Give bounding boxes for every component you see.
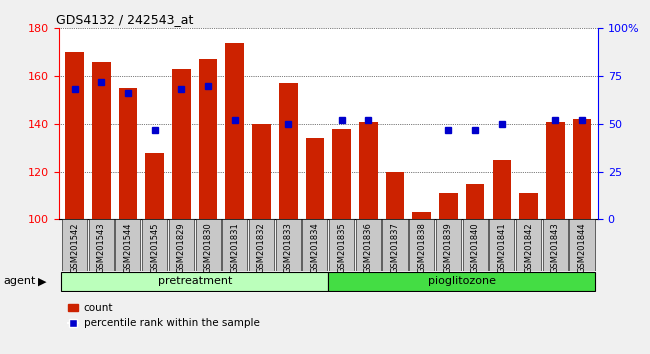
Bar (546, 121, 565, 219)
Text: GSM201840: GSM201840 (471, 222, 480, 273)
Bar (92, 62, 110, 219)
Bar (466, 184, 484, 219)
Text: GSM201829: GSM201829 (177, 222, 186, 273)
Text: GSM201542: GSM201542 (70, 222, 79, 273)
Text: pioglitozone: pioglitozone (428, 276, 496, 286)
Text: GSM201832: GSM201832 (257, 222, 266, 273)
Bar (252, 124, 271, 219)
FancyBboxPatch shape (356, 219, 381, 271)
FancyBboxPatch shape (62, 219, 87, 271)
Bar (146, 153, 164, 219)
Bar (306, 138, 324, 219)
Text: GSM201841: GSM201841 (497, 222, 506, 273)
FancyBboxPatch shape (516, 219, 541, 271)
FancyBboxPatch shape (88, 219, 114, 271)
Bar (172, 69, 190, 219)
FancyBboxPatch shape (543, 219, 568, 271)
FancyBboxPatch shape (196, 219, 220, 271)
Text: GSM201844: GSM201844 (577, 222, 586, 273)
Bar (65, 52, 84, 219)
Text: GDS4132 / 242543_at: GDS4132 / 242543_at (56, 13, 193, 26)
FancyBboxPatch shape (569, 219, 595, 271)
Text: GSM201831: GSM201831 (230, 222, 239, 273)
Text: GSM201543: GSM201543 (97, 222, 106, 273)
Text: GSM201843: GSM201843 (551, 222, 560, 273)
FancyBboxPatch shape (463, 219, 488, 271)
Bar (385, 172, 404, 219)
Bar (199, 59, 217, 219)
FancyBboxPatch shape (116, 219, 140, 271)
Bar (332, 129, 351, 219)
Text: GSM201544: GSM201544 (124, 222, 133, 273)
FancyBboxPatch shape (61, 272, 328, 291)
Bar (439, 193, 458, 219)
Text: GSM201837: GSM201837 (391, 222, 400, 273)
Text: GSM201835: GSM201835 (337, 222, 346, 273)
Bar (226, 42, 244, 219)
FancyBboxPatch shape (249, 219, 274, 271)
Text: GSM201545: GSM201545 (150, 222, 159, 273)
Legend: count, percentile rank within the sample: count, percentile rank within the sample (64, 299, 263, 332)
Text: ▶: ▶ (38, 276, 47, 286)
Text: GSM201838: GSM201838 (417, 222, 426, 273)
Text: GSM201836: GSM201836 (364, 222, 373, 273)
FancyBboxPatch shape (436, 219, 461, 271)
FancyBboxPatch shape (302, 219, 328, 271)
Text: pretreatment: pretreatment (157, 276, 232, 286)
Text: GSM201842: GSM201842 (524, 222, 533, 273)
Text: GSM201833: GSM201833 (283, 222, 292, 273)
FancyBboxPatch shape (409, 219, 434, 271)
Bar (493, 160, 511, 219)
FancyBboxPatch shape (382, 219, 408, 271)
Text: GSM201834: GSM201834 (311, 222, 319, 273)
FancyBboxPatch shape (169, 219, 194, 271)
Text: GSM201839: GSM201839 (444, 222, 453, 273)
FancyBboxPatch shape (329, 219, 354, 271)
FancyBboxPatch shape (328, 272, 595, 291)
Bar (359, 121, 378, 219)
Bar (412, 212, 431, 219)
Bar (573, 119, 592, 219)
FancyBboxPatch shape (489, 219, 514, 271)
FancyBboxPatch shape (142, 219, 167, 271)
Text: GSM201830: GSM201830 (203, 222, 213, 273)
Bar (118, 88, 137, 219)
FancyBboxPatch shape (222, 219, 247, 271)
FancyBboxPatch shape (276, 219, 301, 271)
Bar (279, 83, 298, 219)
Text: agent: agent (3, 276, 36, 286)
Bar (519, 193, 538, 219)
